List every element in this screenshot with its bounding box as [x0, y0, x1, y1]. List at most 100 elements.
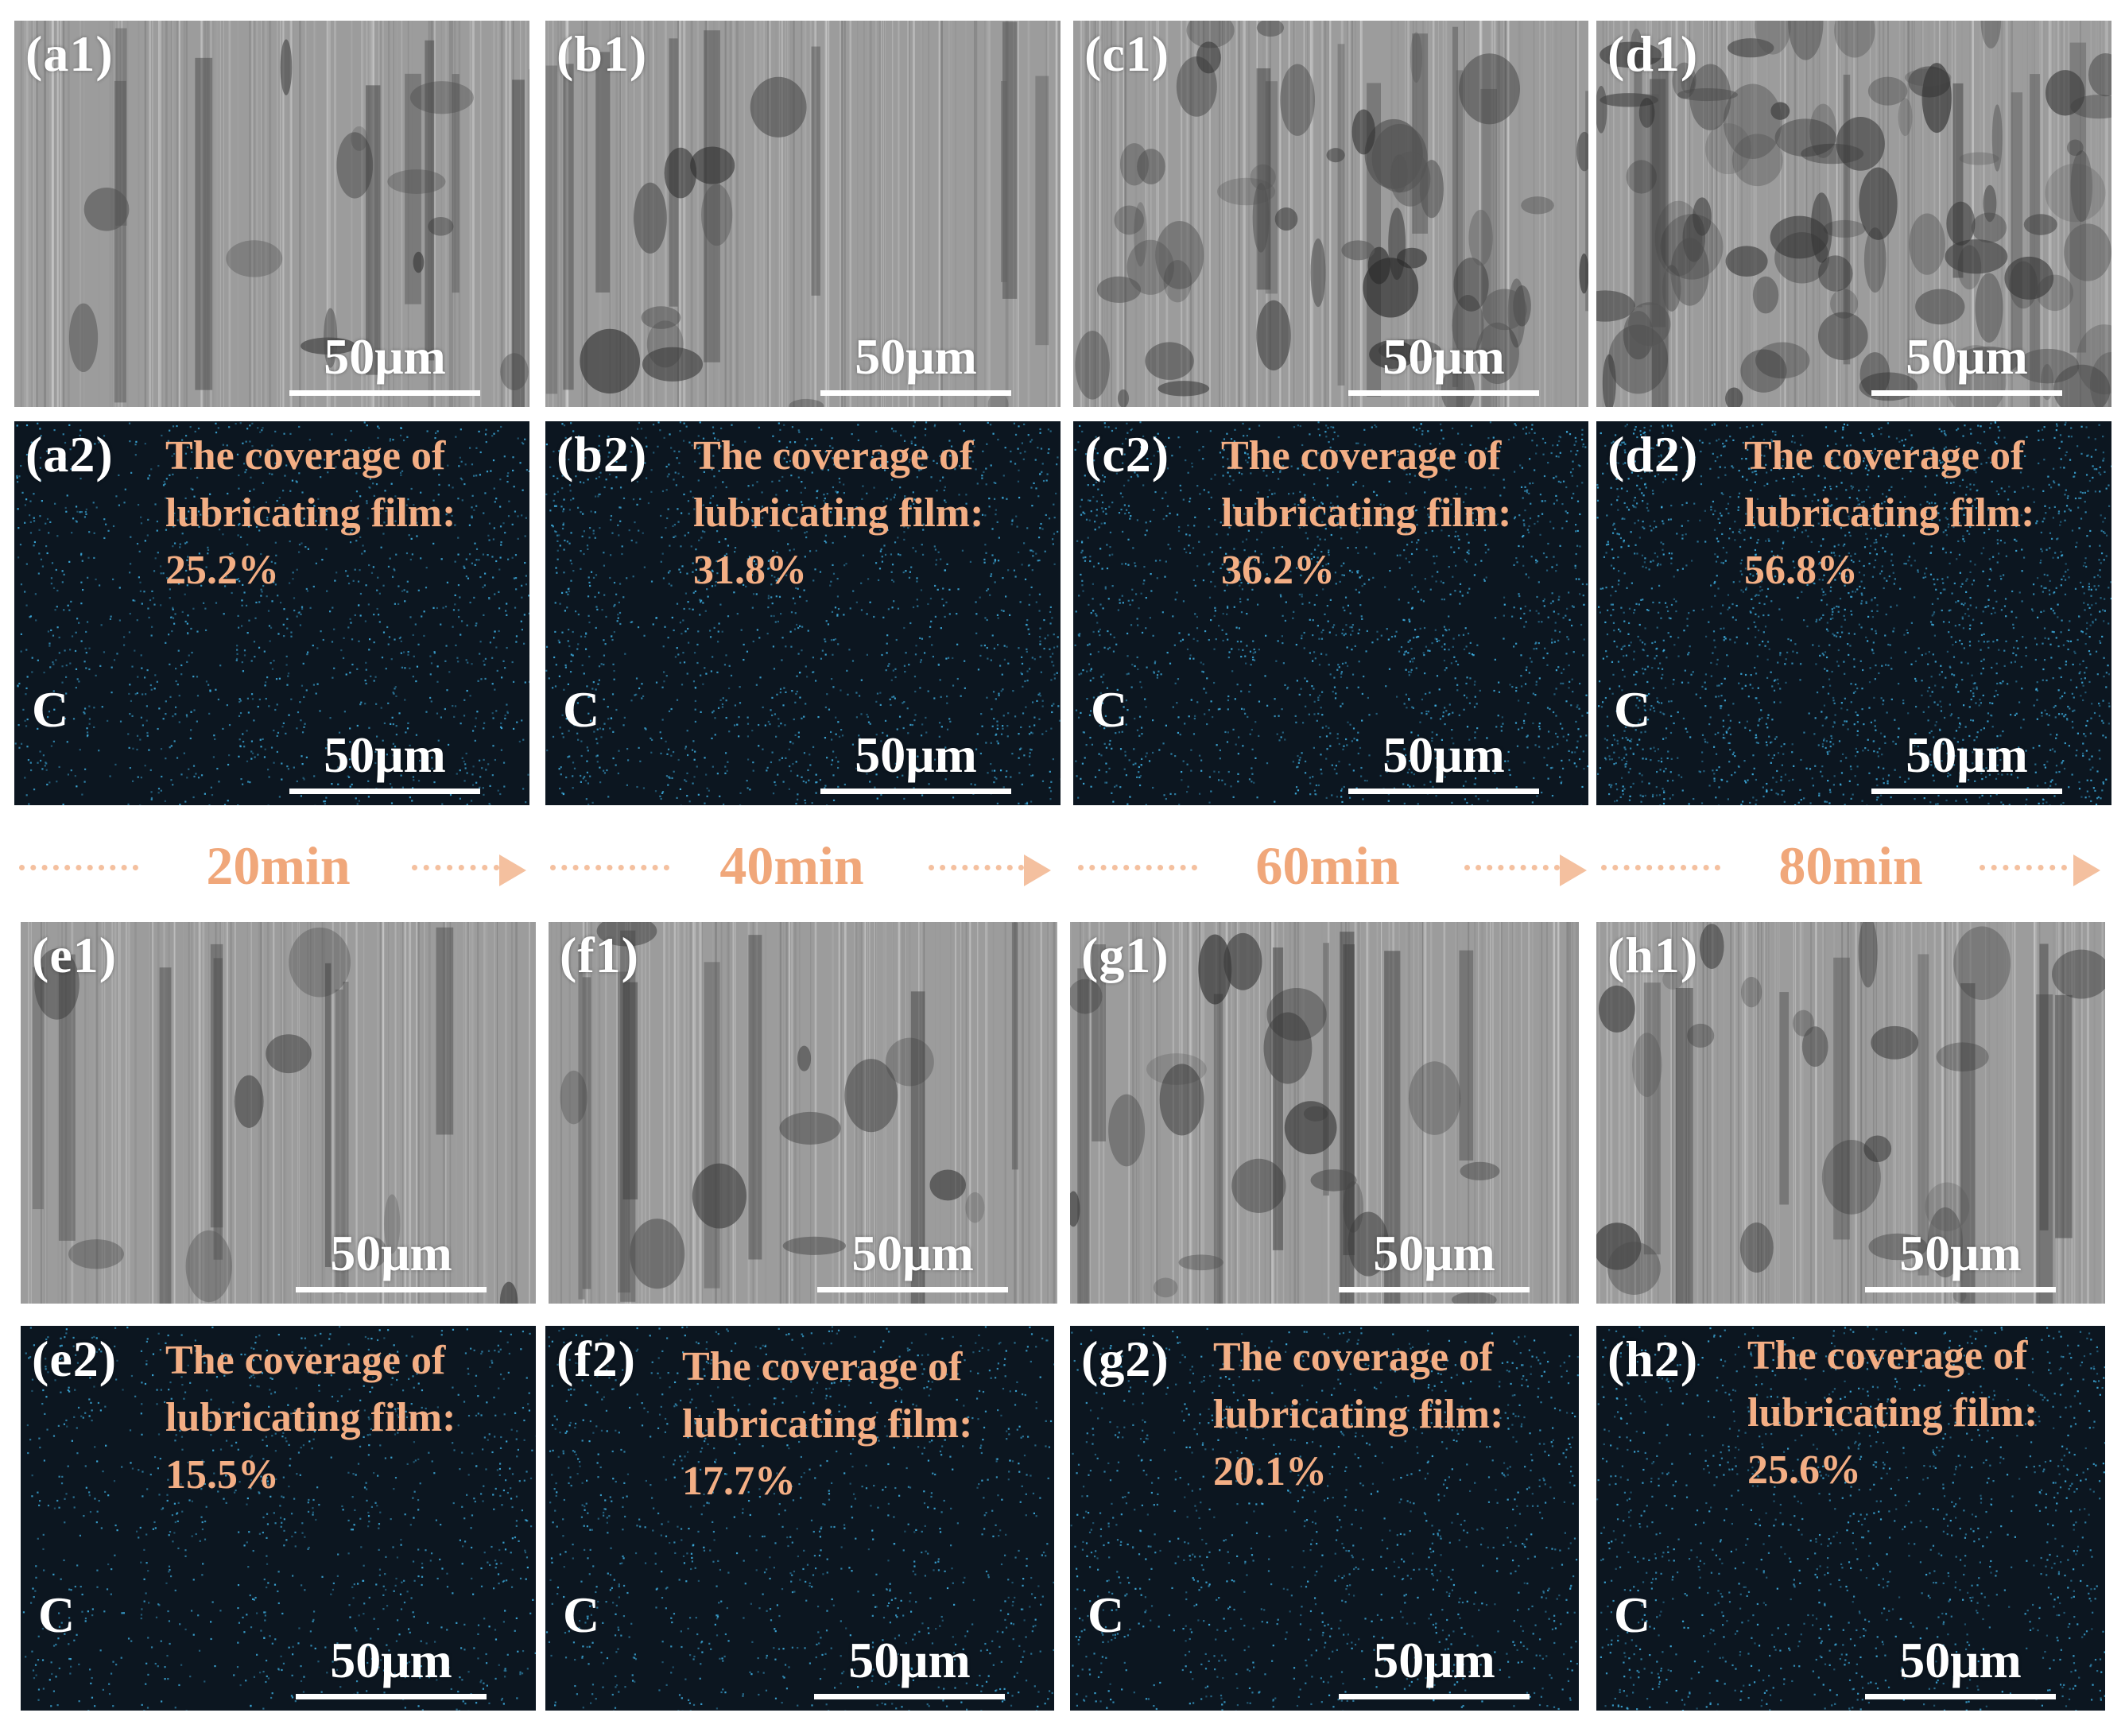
sem-texture: [1596, 922, 2105, 1304]
panel-label: (f1): [560, 927, 639, 983]
sem-texture: [545, 21, 1061, 407]
coverage-caption-line1: The coverage of: [165, 1338, 446, 1383]
scale-bar-text: 50μm: [855, 727, 977, 783]
coverage-value: 31.8%: [693, 548, 807, 593]
panel-label: (c1): [1084, 25, 1170, 82]
panel-label: (a1): [25, 25, 114, 82]
scale-bar: 50μm: [289, 730, 480, 794]
arrow-right-icon: [1024, 854, 1051, 886]
scale-bar-text: 50μm: [1899, 1632, 2022, 1688]
scale-bar-line: [296, 1287, 487, 1292]
coverage-caption-line1: The coverage of: [682, 1344, 963, 1389]
panel-label: (f2): [556, 1331, 636, 1387]
scale-bar-text: 50μm: [324, 727, 446, 783]
scale-bar: 50μm: [296, 1228, 487, 1292]
sem-texture: [21, 922, 536, 1304]
panel-d1-sem-image: (d1) 50μm: [1596, 21, 2111, 407]
coverage-caption-line2: lubricating film:: [1221, 490, 1512, 536]
carbon-map-texture: [21, 1326, 536, 1711]
sem-texture: [14, 21, 529, 407]
sem-texture: [1073, 21, 1588, 407]
coverage-caption-line2: lubricating film:: [693, 490, 984, 536]
carbon-map-texture: [1073, 421, 1588, 805]
element-symbol: C: [32, 681, 69, 738]
coverage-caption-line1: The coverage of: [693, 433, 974, 479]
coverage-caption-line2: lubricating film:: [1213, 1392, 1504, 1437]
carbon-map-texture: [545, 421, 1061, 805]
scale-bar-text: 50μm: [1373, 1225, 1495, 1281]
time-axis: 20min 40min 60min 80min: [0, 831, 2125, 902]
scale-bar: 50μm: [1871, 331, 2062, 396]
panel-e1-sem-image: (e1) 50μm: [21, 922, 536, 1304]
scale-bar-line: [1339, 1287, 1530, 1292]
time-segment: 60min: [1073, 831, 1601, 902]
panel-label: (d1): [1607, 25, 1699, 82]
coverage-value: 20.1%: [1213, 1449, 1327, 1494]
carbon-map-texture: [1070, 1326, 1579, 1711]
dotted-line-left: [550, 865, 669, 870]
scale-bar-text: 50μm: [855, 328, 977, 385]
scale-bar-line: [289, 789, 480, 794]
dotted-line-left: [19, 865, 138, 870]
scale-bar-line: [1865, 1287, 2056, 1292]
coverage-value: 17.7%: [682, 1459, 796, 1504]
scale-bar: 50μm: [1348, 331, 1539, 396]
scale-bar: 50μm: [820, 331, 1011, 396]
scale-bar: 50μm: [820, 730, 1011, 794]
panel-label: (h1): [1607, 927, 1699, 983]
scale-bar-text: 50μm: [1373, 1632, 1495, 1688]
coverage-annotation: The coverage of lubricating film: 15.5%: [165, 1332, 456, 1504]
coverage-caption-line1: The coverage of: [1744, 433, 2025, 479]
scale-bar: 50μm: [1871, 730, 2062, 794]
coverage-caption-line1: The coverage of: [165, 433, 446, 479]
scale-bar-line: [820, 789, 1011, 794]
arrow-right-icon: [2073, 854, 2100, 886]
time-segment: 20min: [14, 831, 542, 902]
scale-bar-line: [1348, 789, 1539, 794]
element-symbol: C: [1088, 1587, 1125, 1643]
scale-bar: 50μm: [1339, 1228, 1530, 1292]
element-symbol: C: [1614, 1587, 1651, 1643]
panel-d2-carbon-map: (d2) The coverage of lubricating film: 56.…: [1596, 421, 2111, 805]
dotted-line-right: [929, 865, 1024, 870]
carbon-map-texture: [545, 1326, 1054, 1711]
panel-e2-carbon-map: (e2) The coverage of lubricating film: 15.…: [21, 1326, 536, 1711]
coverage-caption-line2: lubricating film:: [1747, 1390, 2038, 1436]
scale-bar-text: 50μm: [1382, 328, 1505, 385]
panel-a2-carbon-map: (a2) The coverage of lubricating film: 25.…: [14, 421, 529, 805]
scale-bar-line: [1339, 1694, 1530, 1699]
panel-label: (h2): [1607, 1331, 1699, 1387]
scale-bar-text: 50μm: [1906, 727, 2028, 783]
coverage-annotation: The coverage of lubricating film: 25.2%: [165, 428, 456, 599]
scale-bar-text: 50μm: [848, 1632, 971, 1688]
carbon-map-texture: [1596, 1326, 2105, 1711]
coverage-value: 56.8%: [1744, 548, 1858, 593]
time-label: 40min: [719, 835, 864, 896]
time-segment: 80min: [1596, 831, 2124, 902]
scale-bar: 50μm: [817, 1228, 1008, 1292]
panel-label: (g2): [1081, 1331, 1169, 1387]
coverage-caption-line2: lubricating film:: [1744, 490, 2035, 536]
scale-bar-line: [820, 390, 1011, 396]
panel-label: (e1): [32, 927, 118, 983]
panel-label: (c2): [1084, 426, 1170, 482]
scale-bar-text: 50μm: [330, 1225, 452, 1281]
time-label: 20min: [206, 835, 351, 896]
coverage-annotation: The coverage of lubricating film: 56.8%: [1744, 428, 2034, 599]
scale-bar-line: [817, 1287, 1008, 1292]
scale-bar-line: [1865, 1694, 2056, 1699]
coverage-caption-line1: The coverage of: [1221, 433, 1502, 479]
dotted-line-left: [1078, 865, 1197, 870]
coverage-caption-line1: The coverage of: [1747, 1333, 2028, 1378]
coverage-value: 15.5%: [165, 1452, 279, 1498]
coverage-annotation: The coverage of lubricating film: 36.2%: [1221, 428, 1511, 599]
scale-bar-text: 50μm: [1906, 328, 2028, 385]
dotted-line-left: [1601, 865, 1720, 870]
scale-bar: 50μm: [296, 1635, 487, 1699]
coverage-annotation: The coverage of lubricating film: 25.6%: [1747, 1327, 2038, 1499]
scale-bar: 50μm: [1348, 730, 1539, 794]
panel-f1-sem-image: (f1) 50μm: [549, 922, 1057, 1304]
scale-bar: 50μm: [1865, 1635, 2056, 1699]
panel-b2-carbon-map: (b2) The coverage of lubricating film: 31.…: [545, 421, 1061, 805]
scale-bar-line: [1348, 390, 1539, 396]
